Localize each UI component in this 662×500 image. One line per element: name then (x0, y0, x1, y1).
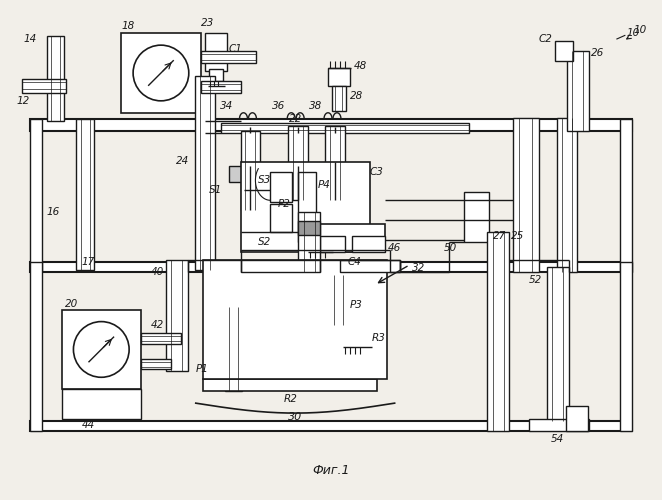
Text: R3: R3 (372, 332, 386, 342)
Text: 20: 20 (64, 298, 77, 308)
Bar (203, 380, 377, 391)
Text: 34: 34 (220, 101, 234, 111)
Text: 50: 50 (444, 243, 457, 253)
Text: 38: 38 (308, 101, 322, 111)
Text: Фиг.1: Фиг.1 (312, 464, 350, 477)
Bar (620, 118, 632, 272)
Text: S3: S3 (258, 176, 271, 186)
Bar (325, 126, 345, 200)
Text: 40: 40 (151, 267, 164, 277)
Bar (340, 260, 400, 272)
Bar (203, 260, 387, 380)
Bar (555, 41, 573, 61)
Text: 10: 10 (626, 28, 639, 38)
Bar (567, 51, 589, 130)
Text: C1: C1 (228, 44, 242, 54)
Bar (30, 118, 42, 272)
Text: S1: S1 (209, 186, 222, 196)
Bar (352, 236, 385, 252)
Bar (121, 33, 201, 113)
Bar (340, 326, 370, 347)
Text: 26: 26 (591, 48, 604, 58)
Bar (270, 172, 292, 203)
Bar (529, 419, 589, 431)
Text: 27: 27 (493, 231, 506, 241)
Text: 10: 10 (627, 25, 647, 39)
Bar (557, 118, 577, 272)
Bar (298, 172, 316, 242)
Bar (46, 36, 64, 120)
Bar (620, 262, 632, 431)
Text: C4: C4 (348, 257, 361, 267)
Bar (76, 118, 94, 270)
Text: 14: 14 (24, 34, 37, 44)
Bar (240, 260, 320, 272)
Text: S2: S2 (258, 237, 271, 247)
Bar (464, 192, 489, 242)
Bar (240, 130, 260, 210)
Bar (240, 162, 370, 252)
Bar (30, 421, 632, 431)
Circle shape (73, 322, 129, 378)
Text: 52: 52 (528, 275, 542, 285)
Text: 42: 42 (151, 320, 164, 330)
Bar (220, 122, 469, 132)
Bar (298, 221, 320, 235)
Text: 28: 28 (350, 91, 363, 101)
Bar (566, 406, 588, 431)
Text: 48: 48 (354, 61, 367, 71)
Bar (201, 51, 256, 63)
Bar (30, 262, 42, 431)
Bar (141, 360, 171, 370)
Text: P2: P2 (277, 200, 290, 209)
Bar (224, 306, 242, 391)
Bar (62, 389, 141, 419)
Text: 25: 25 (511, 231, 524, 241)
Bar (487, 232, 509, 431)
Bar (62, 310, 141, 389)
Bar (332, 86, 346, 111)
Bar (288, 126, 308, 200)
Circle shape (133, 45, 189, 101)
Bar (22, 79, 66, 93)
Bar (141, 332, 181, 344)
Text: 32: 32 (412, 263, 425, 273)
Text: 12: 12 (17, 96, 30, 106)
Bar (513, 118, 539, 272)
Bar (30, 118, 632, 130)
Text: C2: C2 (539, 34, 553, 44)
Text: 22: 22 (289, 114, 302, 124)
Text: 23: 23 (201, 18, 214, 28)
Bar (201, 81, 240, 93)
Text: 24: 24 (176, 156, 189, 166)
Bar (166, 260, 188, 372)
Bar (205, 33, 226, 71)
Bar (209, 69, 222, 81)
Bar (228, 166, 288, 182)
Bar (328, 68, 350, 86)
Bar (320, 236, 345, 252)
Text: 16: 16 (46, 207, 60, 217)
Bar (330, 275, 348, 324)
Text: P4: P4 (318, 180, 331, 190)
Text: 30: 30 (288, 412, 303, 422)
Bar (195, 76, 214, 270)
Text: 54: 54 (551, 434, 564, 444)
Bar (30, 262, 632, 272)
Text: R2: R2 (283, 394, 297, 404)
Text: 44: 44 (81, 420, 95, 430)
Text: P1: P1 (196, 364, 209, 374)
Text: 17: 17 (81, 257, 95, 267)
Bar (270, 204, 292, 232)
Bar (298, 212, 320, 272)
Bar (547, 267, 569, 421)
Text: 36: 36 (272, 101, 285, 111)
Bar (320, 224, 385, 252)
Text: 18: 18 (121, 21, 134, 31)
Text: 46: 46 (388, 243, 401, 253)
Text: C3: C3 (370, 168, 384, 177)
Text: P3: P3 (350, 300, 363, 310)
